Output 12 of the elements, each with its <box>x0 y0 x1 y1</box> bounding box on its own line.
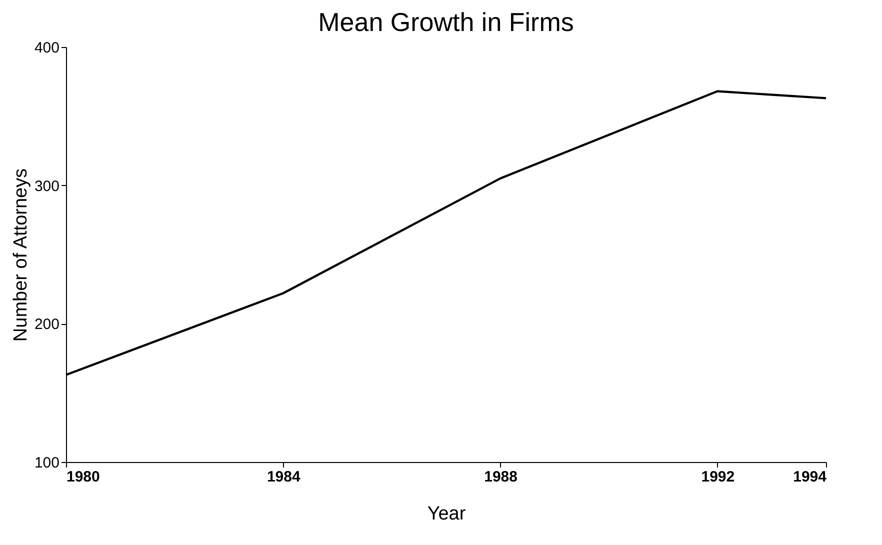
x-tick-label: 1980 <box>66 468 100 486</box>
y-tick-label: 300 <box>34 178 60 195</box>
y-tick-label: 400 <box>34 40 60 56</box>
x-tick-label: 1988 <box>484 468 518 486</box>
x-tick-label: 1992 <box>701 468 735 486</box>
chart-title: Mean Growth in Firms <box>318 7 574 37</box>
x-axis-title: Year <box>427 504 466 524</box>
x-tick-label: 1984 <box>266 468 301 486</box>
y-tick-label: 200 <box>34 316 60 334</box>
y-axis-title: Number of Attorneys <box>10 168 32 342</box>
y-tick-label: 100 <box>34 454 60 472</box>
x-tick-label: 1994 <box>793 468 828 486</box>
